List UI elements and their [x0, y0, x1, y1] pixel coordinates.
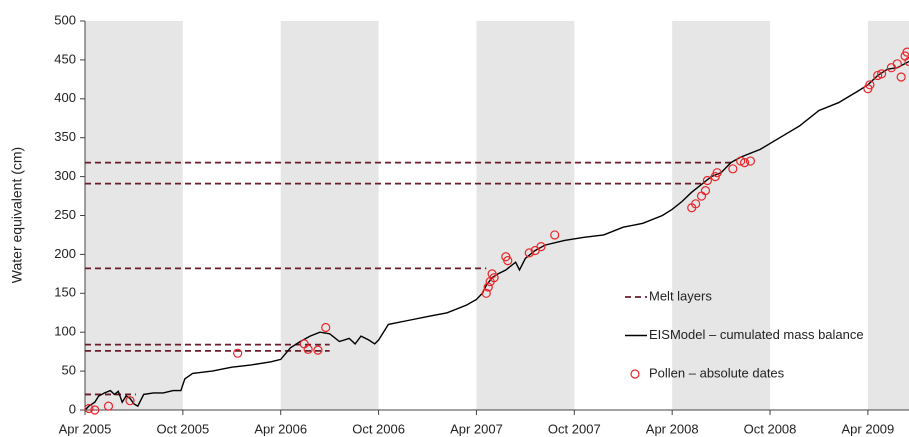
pollen-point	[90, 405, 100, 415]
y-tick-label: 350	[54, 129, 76, 144]
pollen-point	[536, 242, 546, 252]
pollen-point	[896, 72, 906, 82]
pollen-point	[876, 69, 887, 79]
pollen-point	[233, 348, 243, 358]
pollen-point	[873, 70, 883, 81]
y-tick-label: 400	[54, 90, 76, 105]
y-tick-label: 100	[54, 324, 76, 339]
y-tick-label: 0	[69, 401, 76, 416]
x-tick-label: Apr 2007	[450, 421, 503, 436]
y-tick-label: 250	[54, 207, 76, 222]
pollen-point	[489, 273, 499, 283]
y-tick-label: 150	[54, 285, 76, 300]
pollen-point	[712, 168, 722, 178]
pollen-point	[728, 164, 738, 174]
pollen-point	[313, 345, 323, 355]
y-axis-label: Water equivalent (cm)	[9, 147, 25, 283]
y-tick-label: 500	[54, 12, 76, 27]
x-tick-label: Oct 2006	[352, 421, 405, 436]
y-tick-label: 300	[54, 168, 76, 183]
x-tick-label: Apr 2006	[254, 421, 307, 436]
pollen-point	[702, 175, 713, 186]
pollen-point	[736, 156, 746, 166]
shaded-period	[867, 21, 909, 410]
x-tick-label: Oct 2007	[548, 421, 601, 436]
pollen-point	[503, 256, 513, 266]
shaded-period	[672, 21, 771, 410]
pollen-point	[904, 56, 909, 67]
pollen-point	[745, 156, 756, 166]
pollen-point	[103, 401, 114, 411]
pollen-point	[84, 403, 94, 414]
pollen-point	[700, 186, 711, 196]
shaded-period	[476, 21, 575, 410]
legend-label: Melt layers	[649, 288, 712, 303]
pollen-point	[483, 282, 493, 292]
pollen-point	[303, 344, 313, 354]
x-tick-label: Apr 2008	[646, 421, 699, 436]
legend-label: EISModel – cumulated mass balance	[649, 327, 864, 342]
mass-balance-line	[84, 60, 909, 411]
x-tick-label: Apr 2005	[59, 421, 112, 436]
x-tick-label: Oct 2008	[744, 421, 797, 436]
pollen-point	[550, 230, 560, 240]
x-tick-label: Apr 2009	[842, 421, 895, 436]
pollen-point	[321, 322, 331, 333]
legend-label: Pollen – absolute dates	[649, 365, 785, 380]
pollen-point	[691, 199, 701, 209]
x-tick-label: Oct 2005	[156, 421, 209, 436]
plot-area	[85, 21, 909, 410]
pollen-point	[892, 59, 902, 69]
legend-marker	[630, 369, 640, 379]
pollen-point	[125, 396, 135, 406]
pollen-point	[902, 47, 909, 57]
pollen-point	[524, 248, 534, 258]
y-tick-label: 200	[54, 246, 76, 261]
y-tick-label: 450	[54, 51, 76, 66]
y-tick-label: 50	[62, 363, 76, 378]
pollen-point	[865, 80, 875, 90]
pollen-point	[739, 157, 750, 168]
pollen-point	[481, 288, 491, 298]
